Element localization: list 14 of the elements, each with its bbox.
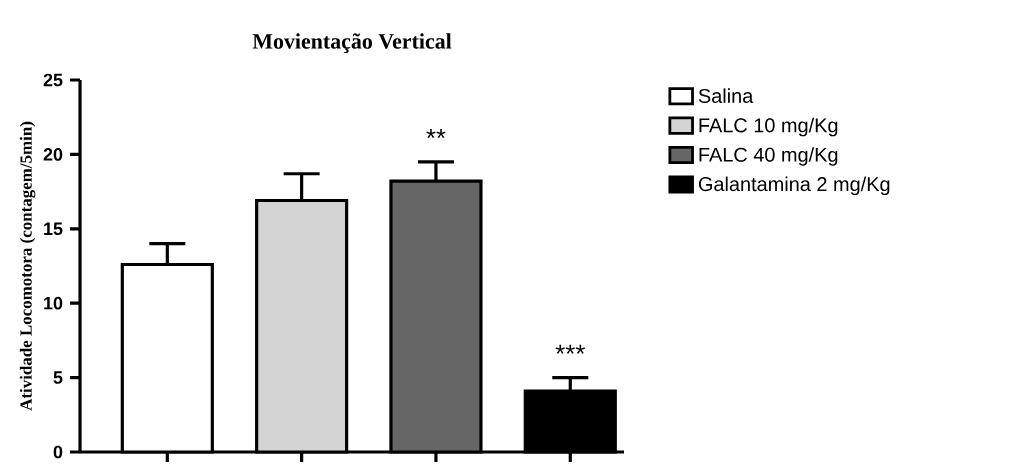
y-tick-label: 20: [43, 148, 63, 161]
annotation: ***: [555, 344, 585, 354]
legend-label: Salina: [698, 88, 754, 104]
y-axis-title: Atividade Locomotora (contagem/5min): [19, 122, 36, 411]
legend-label: Galantamina 2 mg/Kg: [698, 176, 890, 196]
y-tick-label: 5: [53, 371, 63, 385]
legend-label: FALC 10 mg/Kg: [699, 117, 838, 137]
y-tick-label: 0: [53, 445, 63, 459]
legend-label: FALC 40 mg/Kg: [699, 147, 838, 166]
annotation: **: [426, 129, 446, 139]
y-tick-label: 10: [44, 296, 63, 310]
y-tick-label: 15: [44, 222, 63, 236]
chart-title: Movientação Vertical: [252, 33, 452, 54]
y-tick-label: 25: [43, 73, 63, 87]
